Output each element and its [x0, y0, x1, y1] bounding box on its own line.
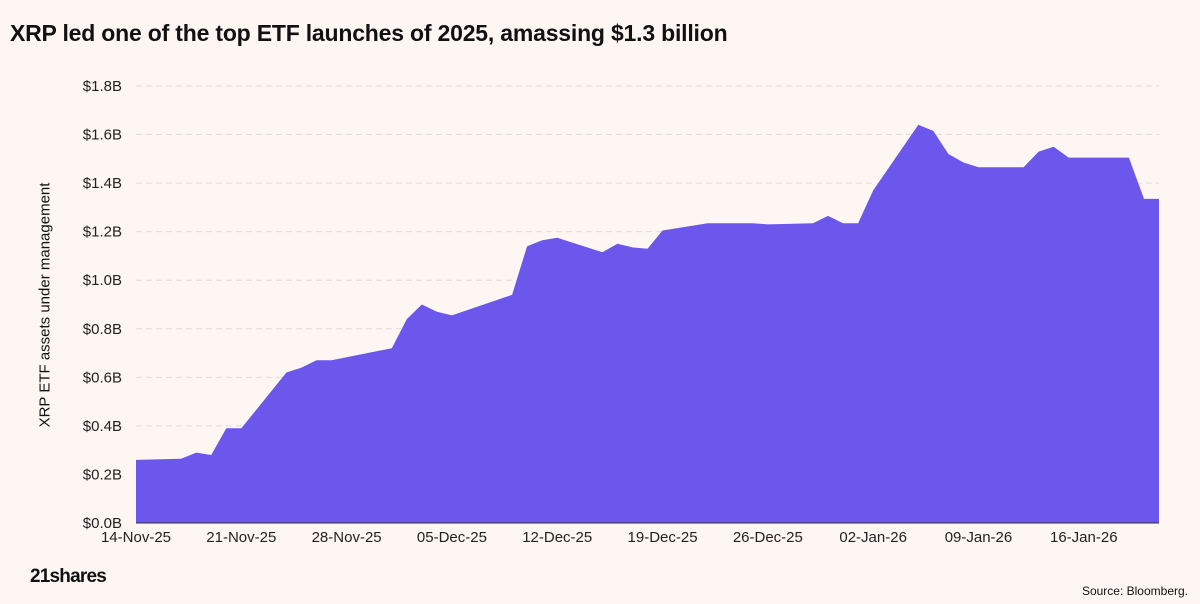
area-fill	[136, 124, 1159, 524]
x-axis-ticks: 14-Nov-25 21-Nov-25 28-Nov-25 05-Dec-25 12-D…	[101, 529, 1118, 546]
y-tick-label: $0.4B	[83, 418, 122, 435]
x-tick-label: 09-Jan-26	[945, 529, 1013, 546]
y-tick-label: $1.8B	[83, 78, 122, 95]
brand-logo: 21shares	[30, 566, 107, 587]
x-tick-label: 16-Jan-26	[1050, 529, 1118, 546]
y-axis-ticks: $0.0B $0.2B $0.4B $0.6B $0.8B $1.0B $1.2B $1.4B…	[83, 78, 122, 532]
y-tick-label: $1.0B	[83, 272, 122, 289]
y-tick-label: $1.2B	[83, 224, 122, 241]
x-tick-label: 26-Dec-25	[733, 529, 803, 546]
x-tick-label: 12-Dec-25	[522, 529, 592, 546]
x-tick-label: 19-Dec-25	[628, 529, 698, 546]
area-series	[136, 124, 1159, 524]
x-tick-label: 28-Nov-25	[312, 529, 382, 546]
y-tick-label: $1.4B	[83, 175, 122, 192]
y-tick-label: $1.6B	[83, 127, 122, 144]
y-tick-label: $0.2B	[83, 466, 122, 483]
source-note: Source: Bloomberg.	[1081, 584, 1188, 598]
x-tick-label: 02-Jan-26	[839, 529, 907, 546]
y-tick-label: $0.8B	[83, 321, 122, 338]
y-tick-label: $0.0B	[83, 515, 122, 532]
chart-title: XRP led one of the top ETF launches of 2…	[10, 20, 728, 46]
x-tick-label: 14-Nov-25	[101, 529, 171, 546]
x-tick-label: 05-Dec-25	[417, 529, 487, 546]
y-tick-label: $0.6B	[83, 369, 122, 386]
x-tick-label: 21-Nov-25	[206, 529, 276, 546]
